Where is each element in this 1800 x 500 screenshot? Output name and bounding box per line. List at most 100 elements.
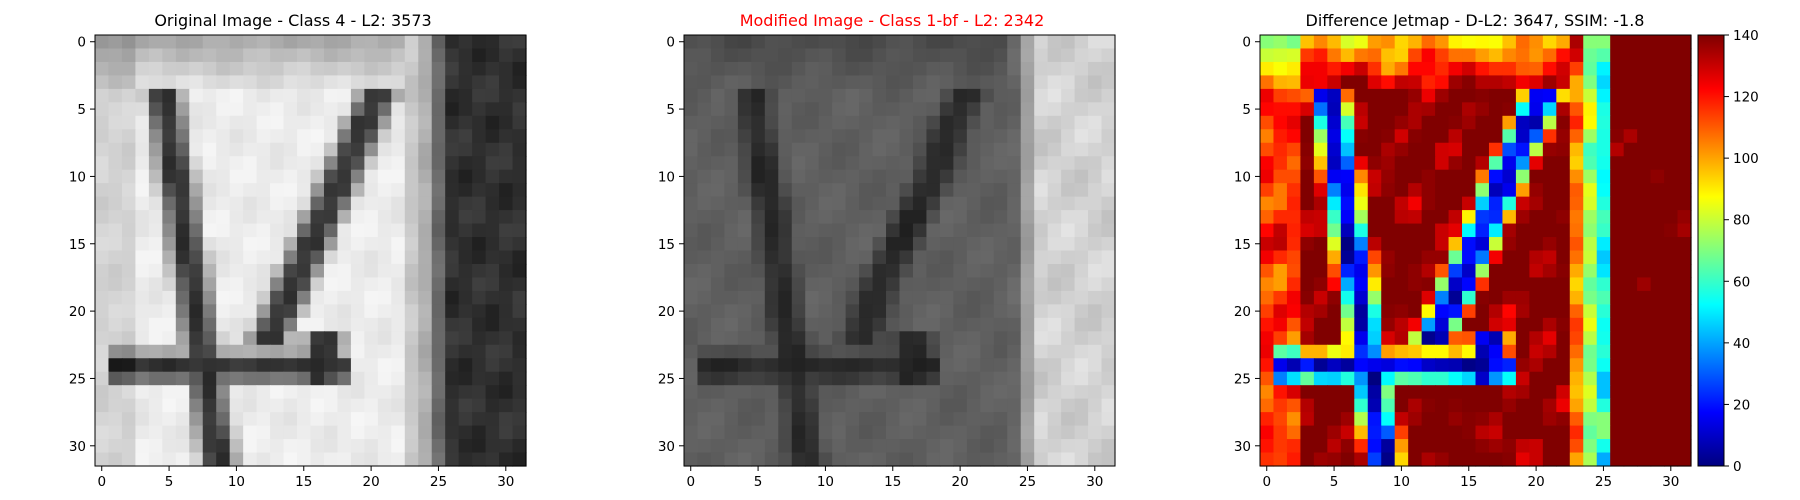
difference-pixel (1650, 371, 1665, 386)
original-pixel (499, 210, 514, 225)
original-pixel (499, 196, 514, 211)
difference-pixel (1610, 304, 1625, 319)
modified-pixel (980, 237, 995, 252)
modified-pixel (1007, 102, 1022, 117)
original-pixel (148, 439, 163, 454)
modified-pixel (926, 250, 941, 265)
modified-pixel (1047, 102, 1062, 117)
difference-pixel (1300, 35, 1315, 50)
difference-pixel (1367, 385, 1382, 400)
y-tick-label: 15 (1234, 237, 1251, 253)
modified-pixel (1047, 371, 1062, 386)
difference-pixel (1448, 358, 1463, 373)
modified-pixel (1061, 61, 1076, 77)
difference-pixel (1435, 237, 1450, 252)
modified-pixel (993, 304, 1008, 319)
modified-pixel (1007, 156, 1022, 171)
original-pixel (310, 169, 325, 184)
difference-pixel (1623, 317, 1638, 332)
original-pixel (270, 169, 285, 184)
original-pixel (431, 452, 446, 467)
original-pixel (135, 210, 150, 225)
modified-pixel (872, 398, 887, 413)
modified-pixel (1088, 142, 1103, 157)
original-pixel (350, 344, 365, 359)
difference-pixel (1408, 183, 1423, 198)
modified-pixel (939, 452, 954, 467)
difference-pixel (1286, 35, 1302, 50)
original-pixel (458, 250, 473, 265)
difference-pixel (1260, 425, 1275, 440)
modified-pixel (859, 237, 874, 252)
modified-pixel (1034, 196, 1049, 211)
modified-pixel (859, 425, 874, 440)
modified-pixel (939, 304, 954, 319)
modified-pixel (1007, 237, 1022, 252)
modified-pixel (818, 183, 833, 198)
difference-pixel (1610, 425, 1625, 440)
original-pixel (256, 412, 271, 427)
modified-pixel (886, 88, 901, 103)
difference-pixel (1610, 142, 1625, 157)
original-pixel (216, 398, 231, 413)
modified-pixel (966, 385, 981, 400)
difference-pixel (1354, 75, 1369, 90)
difference-pixel (1421, 48, 1436, 63)
original-pixel (445, 156, 460, 171)
difference-pixel (1408, 371, 1423, 386)
difference-pixel (1273, 210, 1288, 225)
original-pixel (256, 61, 271, 77)
difference-pixel (1313, 129, 1328, 144)
difference-pixel (1327, 115, 1342, 130)
original-pixel (323, 223, 339, 238)
original-pixel (175, 290, 190, 305)
modified-pixel (1047, 425, 1062, 440)
original-pixel (175, 223, 190, 238)
difference-pixel (1354, 263, 1369, 279)
difference-pixel (1650, 142, 1665, 157)
modified-pixel (966, 250, 981, 265)
difference-pixel (1610, 61, 1625, 77)
difference-pixel (1664, 75, 1679, 90)
x-tick-label: 10 (228, 474, 245, 490)
modified-pixel (684, 61, 699, 77)
difference-pixel (1556, 250, 1571, 265)
difference-pixel (1664, 344, 1679, 359)
original-pixel (148, 250, 163, 265)
original-pixel (364, 425, 379, 440)
modified-pixel (697, 210, 712, 225)
original-pixel (391, 304, 406, 319)
modified-pixel (764, 169, 779, 184)
original-pixel (337, 129, 352, 144)
original-pixel (512, 304, 527, 319)
original-pixel (431, 48, 446, 63)
original-pixel (95, 156, 110, 171)
difference-pixel (1623, 358, 1638, 373)
difference-pixel (1408, 196, 1423, 211)
original-pixel (283, 35, 298, 50)
difference-pixel (1394, 398, 1409, 413)
modified-pixel (1020, 223, 1035, 238)
modified-pixel (764, 129, 779, 144)
modified-pixel (993, 48, 1008, 63)
modified-pixel (724, 102, 739, 117)
difference-pixel (1515, 48, 1530, 63)
original-pixel (175, 102, 190, 117)
modified-pixel (697, 398, 712, 413)
difference-pixel (1448, 452, 1463, 467)
difference-pixel (1327, 223, 1342, 238)
modified-pixel (953, 210, 968, 225)
difference-pixel (1664, 102, 1679, 117)
modified-pixel (1007, 75, 1022, 90)
original-pixel (512, 196, 527, 211)
modified-pixel (1074, 344, 1089, 359)
modified-pixel (980, 250, 995, 265)
modified-pixel (1101, 344, 1116, 359)
difference-pixel (1286, 142, 1302, 157)
original-pixel (256, 183, 271, 198)
modified-pixel (791, 439, 806, 454)
modified-pixel (845, 290, 860, 305)
difference-pixel (1475, 425, 1490, 440)
difference-pixel (1596, 48, 1611, 63)
modified-pixel (764, 425, 779, 440)
